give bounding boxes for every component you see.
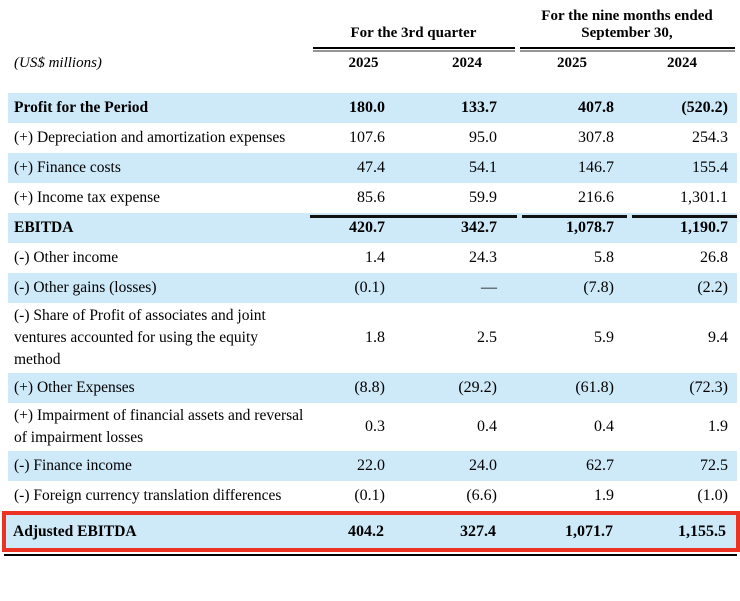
cell-value: — [481,279,497,296]
cell-value: (61.8) [575,379,614,396]
cell-value: 420.7 [310,215,417,241]
table-bottom-rule [4,554,737,556]
cell-value: 24.3 [469,249,497,266]
table-row: (+) Impairment of financial assets and r… [8,403,737,451]
table-row: (-) Finance income 22.0 24.0 62.7 72.5 [8,451,737,481]
table-row: Profit for the Period 180.0 133.7 407.8 (520… [8,93,737,123]
year-header-q3-2024: 2024 [452,55,482,71]
cell-value: 107.6 [349,129,385,146]
cell-value: (29.2) [458,379,497,396]
cell-value: (0.1) [354,487,385,504]
ebitda-reconciliation-table: For the 3rd quarter For the nine months … [2,8,740,556]
cell-value: 307.8 [578,129,614,146]
column-group-3rd-quarter-label: For the 3rd quarter [350,25,477,41]
table-row: (+) Depreciation and amortization expens… [8,123,737,153]
row-label: (+) Impairment of financial assets and r… [14,407,304,446]
cell-value: (7.8) [583,279,614,296]
cell-value: 0.4 [477,418,497,435]
cell-value: 59.9 [469,189,497,206]
cell-value: 85.6 [357,189,385,206]
year-header-q3-2025: 2025 [348,55,379,71]
unit-label: (US$ millions) [14,55,102,71]
table-row: EBITDA 420.7 342.7 1,078.7 1,190.7 [8,213,737,243]
cell-value: 22.0 [357,457,385,474]
cell-value: 404.2 [348,522,384,540]
cell-value: 1,301.1 [680,189,728,206]
cell-value: 26.8 [700,249,728,266]
cell-value: 407.8 [578,99,614,116]
table-header-years: (US$ millions) 2025 2024 2025 2024 [8,55,737,72]
table-row: (+) Income tax expense 85.6 59.9 216.6 1,301… [8,183,737,213]
column-group-3rd-quarter: For the 3rd quarter [310,25,517,49]
cell-value: 1.9 [708,418,728,435]
cell-value: 1,078.7 [517,215,627,241]
table-row: (-) Other income 1.4 24.3 5.8 26.8 [8,243,737,273]
cell-value: 24.0 [469,457,497,474]
cell-value: 0.3 [365,418,385,435]
column-group-nine-months: For the nine months ended September 30, [517,8,737,49]
cell-value: 62.7 [586,457,614,474]
cell-value: 5.8 [594,249,614,266]
cell-value: 2.5 [477,329,497,346]
column-group-nine-months-line2: September 30, [581,25,673,41]
table-row: (-) Other gains (losses) (0.1) — (7.8) (2.2) [8,273,737,303]
cell-value: 133.7 [461,99,497,116]
cell-value: (0.1) [354,279,385,296]
row-label: (-) Foreign currency translation differe… [14,487,282,504]
cell-value: 9.4 [708,329,728,346]
row-label: EBITDA [14,219,74,236]
cell-value: 180.0 [349,99,385,116]
table-row: (+) Other Expenses (8.8) (29.2) (61.8) (72.3… [8,373,737,403]
row-label: (+) Income tax expense [14,189,161,206]
cell-value: 0.4 [594,418,614,435]
cell-value: (72.3) [689,379,728,396]
cell-value: 54.1 [469,159,497,176]
cell-value: 327.4 [460,522,496,540]
row-label: (-) Other income [14,249,119,266]
cell-value: 342.7 [417,215,517,241]
cell-value: (8.8) [354,379,385,396]
cell-value: 1.4 [365,249,385,266]
row-label: (-) Finance income [14,457,132,474]
row-label: (-) Other gains (losses) [14,279,157,296]
column-group-nine-months-line1: For the nine months ended [541,8,713,24]
cell-value: 95.0 [469,129,497,146]
row-label: Profit for the Period [14,99,149,116]
cell-value: 72.5 [700,457,728,474]
cell-value: (6.6) [466,487,497,504]
table-row: (-) Share of Profit of associates and jo… [8,303,737,373]
row-label: (+) Other Expenses [14,379,135,396]
row-label: (-) Share of Profit of associates and jo… [14,307,266,368]
row-label: Adjusted EBITDA [13,522,137,540]
cell-value: 47.4 [357,159,385,176]
cell-value: 254.3 [692,129,728,146]
table-row: (+) Finance costs 47.4 54.1 146.7 155.4 [8,153,737,183]
table-header-groups: For the 3rd quarter For the nine months … [8,8,737,49]
cell-value: 1,155.5 [678,522,726,540]
cell-value: 1,071.7 [565,522,613,540]
table-row: (-) Foreign currency translation differe… [8,481,737,511]
row-label: (+) Depreciation and amortization expens… [14,129,286,146]
cell-value: 1,190.7 [627,215,737,241]
year-header-9m-2025: 2025 [557,55,587,71]
cell-value: 5.9 [594,329,614,346]
cell-value: (1.0) [697,487,728,504]
cell-value: 1.9 [594,487,614,504]
cell-value: 155.4 [692,159,728,176]
cell-value: 216.6 [578,189,614,206]
year-header-9m-2024: 2024 [667,55,697,71]
table-row: Adjusted EBITDA 404.2 327.4 1,071.7 1,155.5 [2,511,740,552]
cell-value: 1.8 [365,329,385,346]
table-body: Profit for the Period 180.0 133.7 407.8 (520… [2,93,740,552]
cell-value: (520.2) [681,99,728,116]
row-label: (+) Finance costs [14,159,121,176]
cell-value: 146.7 [578,159,614,176]
cell-value: (2.2) [697,279,728,296]
